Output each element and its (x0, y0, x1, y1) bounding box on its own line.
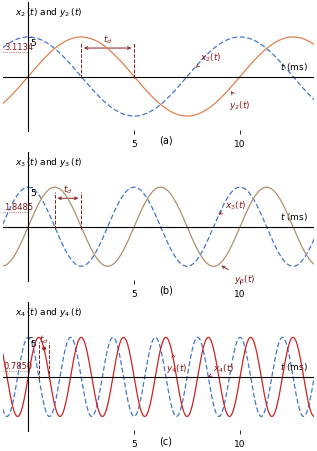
Text: $x_2(t)$: $x_2(t)$ (196, 51, 221, 68)
Text: 1.8485: 1.8485 (4, 202, 33, 212)
Text: $x_3\,(t)$ and $y_3\,(t)$: $x_3\,(t)$ and $y_3\,(t)$ (16, 156, 83, 168)
Text: $y_3(t)$: $y_3(t)$ (222, 267, 255, 285)
Text: $t_d$: $t_d$ (103, 33, 113, 46)
Text: $x_3(t)$: $x_3(t)$ (220, 198, 247, 215)
Text: $x_4(t)$: $x_4(t)$ (209, 361, 234, 377)
Text: (b): (b) (159, 285, 173, 295)
Text: $t$ (ms): $t$ (ms) (280, 360, 308, 373)
Text: $y_4(t)$: $y_4(t)$ (166, 355, 187, 374)
Text: $t_d$: $t_d$ (39, 333, 49, 345)
Text: 5: 5 (31, 189, 36, 198)
Text: $y_2(t)$: $y_2(t)$ (229, 92, 251, 112)
Text: 5: 5 (31, 39, 36, 48)
Text: 5: 5 (31, 339, 36, 348)
Text: $t$ (ms): $t$ (ms) (280, 60, 308, 73)
Text: 3.1134: 3.1134 (4, 42, 33, 51)
Text: $x_4\,(t)$ and $y_4\,(t)$: $x_4\,(t)$ and $y_4\,(t)$ (16, 305, 83, 318)
Text: $t$ (ms): $t$ (ms) (280, 211, 308, 222)
Text: (a): (a) (159, 135, 173, 145)
Text: $t_d$: $t_d$ (63, 183, 73, 196)
Text: $x_2\,(t)$ and $y_2\,(t)$: $x_2\,(t)$ and $y_2\,(t)$ (16, 5, 83, 18)
Text: (c): (c) (159, 435, 172, 445)
Text: 0.7850: 0.7850 (4, 361, 33, 370)
